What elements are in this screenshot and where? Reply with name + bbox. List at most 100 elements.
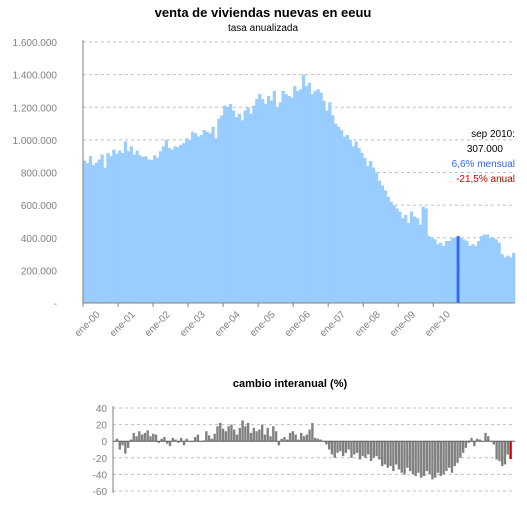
yoy-bar <box>154 434 158 442</box>
main-bar <box>199 134 204 303</box>
main-x-tick-label: ene-02 <box>143 309 173 339</box>
yoy-bar <box>274 431 278 442</box>
yoy-bar <box>221 428 225 442</box>
yoy-bar <box>417 441 420 473</box>
main-bar <box>296 90 300 303</box>
yoy-bar <box>230 424 233 442</box>
yoy-bar <box>263 434 267 442</box>
yoy-bar <box>249 432 253 442</box>
yoy-bar <box>459 441 462 458</box>
main-bar <box>237 113 241 303</box>
yoy-bar <box>180 437 183 442</box>
yoy-bar <box>464 441 468 448</box>
yoy-bar <box>163 437 166 442</box>
yoy-bar <box>126 441 130 448</box>
main-bar <box>176 147 180 303</box>
main-bar <box>392 205 396 304</box>
yoy-bar <box>434 441 437 478</box>
main-bar <box>462 239 466 303</box>
yoy-y-tick-label: -20 <box>93 454 108 465</box>
main-chart-title: venta de viviendas nuevas en eeuu <box>155 5 372 20</box>
yoy-bar <box>224 431 228 442</box>
main-bar <box>246 107 250 303</box>
yoy-bar <box>260 424 264 442</box>
yoy-bar <box>453 441 456 467</box>
main-bar <box>348 139 352 304</box>
yoy-bar <box>168 441 172 447</box>
main-bar <box>191 131 195 303</box>
main-bar <box>316 89 320 303</box>
yoy-bar <box>305 434 308 442</box>
yoy-bar <box>266 427 269 442</box>
main-bar <box>389 201 393 303</box>
yoy-bar <box>358 441 362 460</box>
main-x-tick-label: ene-03 <box>178 309 208 339</box>
main-bar <box>357 148 361 303</box>
main-bar <box>231 110 236 303</box>
yoy-bar <box>420 441 423 478</box>
main-bar <box>436 244 440 303</box>
main-bar <box>474 245 478 303</box>
main-y-tick-label: 1.600.000 <box>13 38 58 49</box>
main-bar <box>226 107 230 303</box>
main-bar <box>488 237 492 303</box>
yoy-bar <box>492 441 496 445</box>
main-bar <box>249 113 253 303</box>
yoy-bars <box>115 420 512 480</box>
main-bar <box>430 237 434 303</box>
yoy-bar <box>129 439 133 442</box>
main-x-tick-label: ene-01 <box>108 309 138 339</box>
yoy-bar <box>219 422 222 442</box>
main-bar <box>433 239 437 303</box>
main-bar <box>234 117 239 303</box>
main-bar <box>313 90 317 303</box>
yoy-bar <box>392 441 395 472</box>
main-bar <box>173 146 177 303</box>
main-bar <box>158 151 163 303</box>
yoy-bar <box>375 441 378 457</box>
main-bar <box>185 138 189 303</box>
yoy-bar <box>308 429 311 442</box>
yoy-bar <box>174 439 177 442</box>
yoy-bar <box>277 441 281 446</box>
yoy-bar <box>411 441 415 475</box>
main-bar <box>147 159 151 303</box>
main-bar <box>339 130 344 303</box>
yoy-bar <box>255 431 258 442</box>
yoy-bar <box>330 441 334 455</box>
main-bar <box>263 103 268 304</box>
main-bar <box>494 239 498 303</box>
main-bar <box>325 110 329 303</box>
main-bar <box>503 257 507 303</box>
main-bar <box>258 94 262 303</box>
main-bar <box>506 255 510 303</box>
main-bar <box>240 120 244 303</box>
yoy-bar <box>283 437 286 442</box>
yoy-bar <box>288 432 292 442</box>
yoy-bar <box>422 441 426 477</box>
yoy-bar <box>478 439 482 442</box>
main-bar <box>465 241 469 303</box>
yoy-bar <box>272 426 275 442</box>
yoy-y-tick-label: 0 <box>101 437 107 448</box>
main-bar <box>217 118 221 303</box>
yoy-bar <box>115 438 119 442</box>
yoy-bar <box>381 441 384 467</box>
yoy-bar <box>143 432 147 442</box>
yoy-bar <box>132 432 135 442</box>
main-bar <box>120 152 125 303</box>
main-bar <box>83 160 87 303</box>
yoy-y-tick-label: -60 <box>93 487 108 498</box>
yoy-bar <box>238 427 241 442</box>
main-bar <box>322 100 326 303</box>
main-bar <box>91 165 96 303</box>
main-bar <box>415 218 420 303</box>
main-bar <box>310 94 314 303</box>
main-bar <box>386 196 390 303</box>
yoy-bar <box>501 441 504 467</box>
yoy-bar <box>448 441 451 468</box>
main-bar <box>106 152 110 303</box>
main-bar <box>491 237 495 303</box>
main-bar <box>182 143 186 303</box>
annotation-value: 307.000 <box>467 144 504 155</box>
